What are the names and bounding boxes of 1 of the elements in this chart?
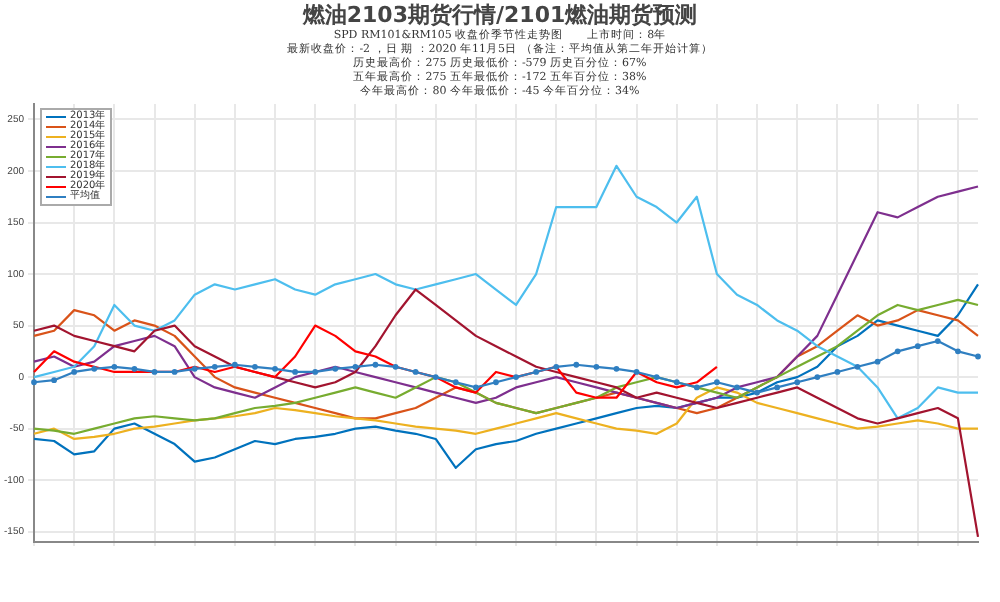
chart-title: 燃油2103期货行情/2101燃油期货预测 (300, 2, 700, 29)
